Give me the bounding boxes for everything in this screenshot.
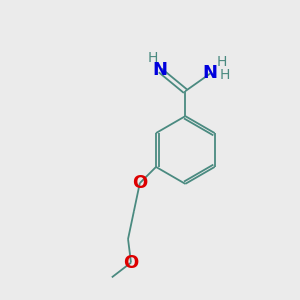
Text: O: O <box>123 254 139 272</box>
Text: H: H <box>219 68 230 82</box>
Text: O: O <box>132 174 147 192</box>
Text: H: H <box>148 51 158 65</box>
Text: H: H <box>216 55 227 69</box>
Text: N: N <box>203 64 218 82</box>
Text: N: N <box>153 61 168 80</box>
